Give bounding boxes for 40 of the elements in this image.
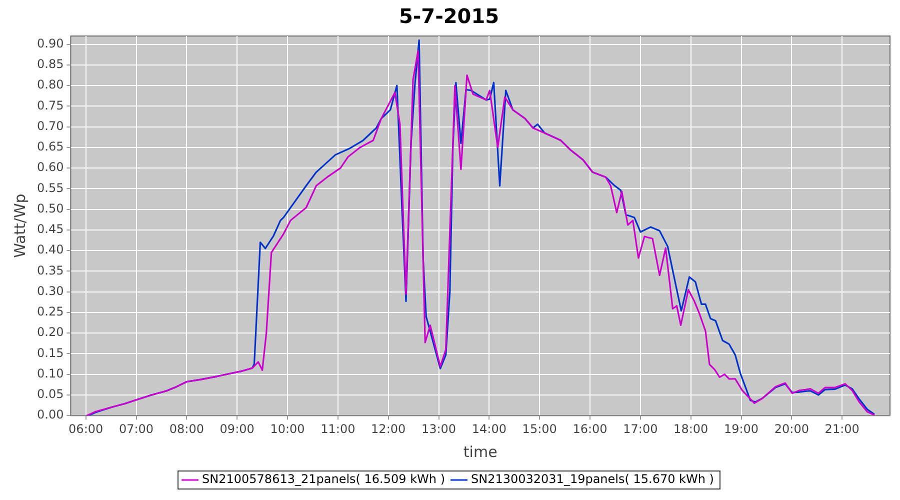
- x-tick-label: 13:00: [421, 422, 456, 436]
- y-tick-label: 0.05: [37, 387, 64, 402]
- x-tick-label: 19:00: [724, 422, 759, 436]
- x-tick-label: 15:00: [522, 422, 557, 436]
- y-tick-label: 0.10: [37, 366, 64, 380]
- x-tick-label: 09:00: [220, 422, 254, 436]
- y-tick-label: 0.50: [37, 201, 64, 216]
- x-tick-label: 16:00: [572, 422, 608, 436]
- x-tick-label: 14:00: [472, 422, 506, 436]
- x-tick-label: 12:00: [371, 422, 406, 436]
- y-axis-title: Watt/Wp: [10, 194, 29, 258]
- y-tick-label: 0.65: [37, 140, 64, 154]
- y-tick-label: 0.20: [37, 325, 64, 340]
- x-tick-label: 18:00: [674, 422, 708, 436]
- x-tick-label: 11:00: [320, 422, 356, 436]
- y-tick-label: 0.00: [37, 408, 64, 422]
- y-tick-label: 0.60: [37, 160, 64, 174]
- x-tick-label: 10:00: [270, 422, 305, 436]
- legend-label: SN2100578613_21panels( 16.509 kWh ): [202, 472, 446, 486]
- x-axis-title: time: [463, 442, 498, 461]
- y-tick-label: 0.75: [37, 98, 64, 112]
- y-tick-label: 0.35: [37, 263, 64, 278]
- y-tick-label: 0.80: [37, 78, 64, 92]
- x-tick-label: 20:00: [774, 422, 809, 436]
- x-tick-label: 17:00: [623, 422, 658, 436]
- y-tick-label: 0.25: [37, 304, 64, 319]
- y-tick-label: 0.85: [37, 57, 64, 72]
- y-tick-label: 0.55: [37, 180, 64, 195]
- y-tick-label: 0.90: [37, 36, 64, 50]
- chart-title: 5-7-2015: [398, 4, 500, 28]
- y-tick-label: 0.30: [37, 284, 64, 298]
- y-tick-label: 0.40: [37, 242, 64, 257]
- y-tick-label: 0.70: [37, 118, 64, 133]
- legend-label: SN2130032031_19panels( 15.670 kWh ): [471, 472, 714, 486]
- x-tick-label: 21:00: [824, 422, 860, 436]
- y-tick-label: 0.15: [37, 346, 64, 360]
- y-tick-label: 0.45: [37, 222, 64, 236]
- x-tick-label: 07:00: [118, 422, 154, 436]
- x-tick-label: 08:00: [169, 422, 204, 436]
- x-tick-label: 06:00: [68, 422, 104, 436]
